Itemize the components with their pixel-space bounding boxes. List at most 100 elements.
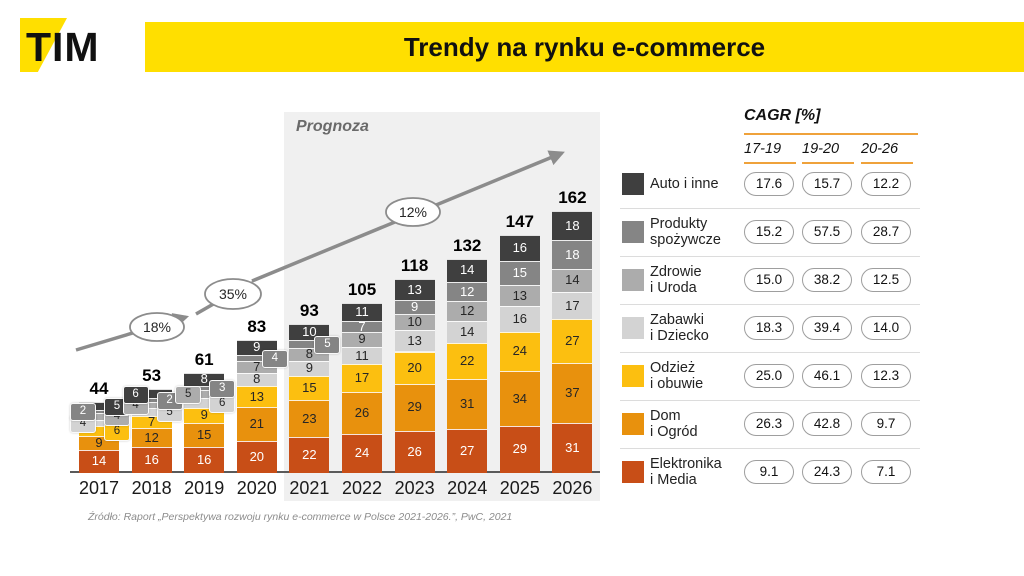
cagr-value-dom-i-ogr-d-17-19: 26.3 [744, 412, 794, 436]
legend-swatch-auto-i-inne [622, 173, 644, 195]
bar-total-2025: 147 [505, 211, 534, 231]
bar-segment-2020-produkty-spo-ywcze [236, 354, 277, 362]
bar-segment-2022-zdrowie-i-uroda: 9 [342, 331, 382, 347]
bar-segment-2023-zabawki-i-dziecko: 13 [394, 330, 435, 352]
bar-segment-2026-elektronika-i-media: 31 [552, 422, 593, 473]
bar-segment-2024-auto-i-inne: 14 [447, 259, 488, 282]
cagr-value-produkty-spo-ywcze-17-19: 15.2 [744, 220, 794, 244]
bar-segment-2018-dom-i-ogr-d: 12 [131, 427, 172, 448]
x-axis-line [70, 471, 600, 473]
bar-segment-2024-elektronika-i-media: 27 [447, 429, 488, 473]
cagr-column-20-26: 20-26 [861, 141, 899, 157]
legend-label-zabawki-i-dziecko: Zabawki i Dziecko [650, 312, 709, 344]
legend-swatch-zdrowie-i-uroda [622, 269, 644, 291]
cagr-column-17-19: 17-19 [744, 141, 782, 157]
bar-segment-2018-produkty-spo-ywcze [131, 398, 172, 402]
cagr-value-odzie-i-obuwie-19-20: 46.1 [802, 364, 852, 388]
bar-segment-2021-dom-i-ogr-d: 23 [289, 400, 330, 438]
tim-logo-text: TIM [26, 24, 100, 70]
bar-segment-2021-produkty-spo-ywcze [289, 340, 330, 349]
legend-row-zabawki-i-dziecko: Zabawki i Dziecko 18.3 39.4 14.0 [620, 304, 920, 353]
bar-segment-2025-dom-i-ogr-d: 34 [499, 370, 540, 427]
bar-segment-2018-elektronika-i-media: 16 [131, 447, 172, 473]
bar-segment-2020-zdrowie-i-uroda: 7 [236, 360, 277, 373]
legend-row-odzie-i-obuwie: Odzież i obuwie 25.0 46.1 12.3 [620, 352, 920, 401]
bar-segment-2025-zabawki-i-dziecko: 16 [499, 306, 540, 333]
bar-total-2018: 53 [142, 365, 162, 385]
bar-segment-2026-zdrowie-i-uroda: 14 [552, 268, 593, 292]
bar-segment-2018-zabawki-i-dziecko [131, 408, 172, 417]
legend-swatch-zabawki-i-dziecko [622, 317, 644, 339]
bar-segment-2019-zabawki-i-dziecko [184, 398, 225, 409]
bar-total-2019: 61 [194, 349, 214, 369]
bar-segment-2019-produkty-spo-ywcze [184, 385, 225, 391]
page-title: Trendy na rynku e-commerce [403, 32, 766, 62]
cagr-value-odzie-i-obuwie-17-19: 25.0 [744, 364, 794, 388]
legend-swatch-elektronika-i-media [622, 461, 644, 483]
bar-segment-2017-zabawki-i-dziecko [79, 419, 119, 426]
bar-segment-label-2019-zabawki-i-dziecko: 6 [209, 395, 236, 414]
legend-label-zdrowie-i-uroda: Zdrowie i Uroda [650, 264, 702, 296]
legend-label-produkty-spo-ywcze: Produkty spożywcze [650, 216, 721, 248]
bar-total-2021: 93 [299, 300, 319, 320]
bar-segment-2017-produkty-spo-ywcze [79, 409, 119, 414]
x-tick-2018: 2018 [131, 478, 172, 498]
bar-segment-2017-auto-i-inne [79, 401, 119, 410]
cagr-table-title: CAGR [%] [744, 107, 821, 124]
bar-segment-2020-elektronika-i-media: 20 [236, 440, 277, 473]
bar-segment-2021-odzie-i-obuwie: 15 [289, 375, 330, 401]
bar-segment-2023-odzie-i-obuwie: 20 [394, 351, 435, 384]
cagr-value-zdrowie-i-uroda-19-20: 38.2 [802, 268, 852, 292]
bar-segment-2025-produkty-spo-ywcze: 15 [499, 260, 540, 286]
bar-segment-2024-produkty-spo-ywcze: 12 [447, 281, 488, 302]
legend-row-zdrowie-i-uroda: Zdrowie i Uroda 15.0 38.2 12.5 [620, 256, 920, 305]
bar-segment-2023-auto-i-inne: 13 [394, 278, 435, 300]
bar-segment-label-2019-zdrowie-i-uroda: 5 [175, 386, 202, 405]
cagr-value-produkty-spo-ywcze-19-20: 57.5 [802, 220, 852, 244]
bar-segment-2023-zdrowie-i-uroda: 10 [394, 314, 435, 331]
bar-segment-label-2018-auto-i-inne: 6 [122, 385, 149, 404]
cagr-value-produkty-spo-ywcze-20-26: 28.7 [861, 220, 911, 244]
legend-row-produkty-spo-ywcze: Produkty spożywcze 15.2 57.5 28.7 [620, 208, 920, 257]
cagr-value-elektronika-i-media-17-19: 9.1 [744, 460, 794, 484]
bar-segment-2026-odzie-i-obuwie: 27 [552, 319, 593, 363]
bar-total-2020: 83 [247, 317, 267, 337]
bar-segment-2025-elektronika-i-media: 29 [499, 426, 540, 473]
cagr-value-dom-i-ogr-d-19-20: 42.8 [802, 412, 852, 436]
bar-segment-2026-auto-i-inne: 18 [552, 210, 593, 240]
cagr-value-elektronika-i-media-20-26: 7.1 [861, 460, 911, 484]
bar-segment-2022-produkty-spo-ywcze: 7 [342, 320, 382, 333]
bar-segment-label-2020-produkty-spo-ywcze: 4 [261, 349, 288, 368]
bar-segment-2020-dom-i-ogr-d: 21 [236, 406, 277, 441]
bar-segment-label-2019-produkty-spo-ywcze: 3 [209, 379, 236, 398]
bar-segment-2023-produkty-spo-ywcze: 9 [394, 299, 435, 315]
legend-row-elektronika-i-media: Elektronika i Media 9.1 24.3 7.1 [620, 448, 920, 496]
cagr-value-zdrowie-i-uroda-17-19: 15.0 [744, 268, 794, 292]
cagr-value-odzie-i-obuwie-20-26: 12.3 [861, 364, 911, 388]
x-tick-2025: 2025 [499, 478, 540, 498]
x-tick-2017: 2017 [78, 478, 120, 498]
bar-segment-2019-elektronika-i-media: 16 [184, 447, 225, 473]
bar-segment-2018-auto-i-inne [131, 388, 172, 399]
bar-segment-2025-odzie-i-obuwie: 24 [499, 332, 540, 371]
bar-total-2024: 132 [453, 236, 482, 256]
cagr-value-auto-i-inne-17-19: 17.6 [744, 172, 794, 196]
bar-segment-2026-zabawki-i-dziecko: 17 [552, 291, 593, 320]
x-tick-2019: 2019 [184, 478, 225, 498]
bar-segment-2020-odzie-i-obuwie: 13 [236, 385, 277, 407]
bar-segment-2026-dom-i-ogr-d: 37 [552, 362, 593, 423]
cagr-value-zabawki-i-dziecko-17-19: 18.3 [744, 316, 794, 340]
bar-segment-2024-dom-i-ogr-d: 31 [447, 379, 488, 430]
bar-segment-2022-auto-i-inne: 11 [342, 302, 382, 321]
bar-segment-2026-produkty-spo-ywcze: 18 [552, 239, 593, 269]
cagr-column-underline [861, 162, 913, 164]
x-tick-2026: 2026 [552, 478, 593, 498]
bar-segment-2018-odzie-i-obuwie: 7 [131, 415, 172, 428]
cagr-column-underline [802, 162, 854, 164]
legend-label-auto-i-inne: Auto i inne [650, 176, 719, 192]
bar-total-2022: 105 [347, 279, 377, 299]
x-tick-2022: 2022 [341, 478, 383, 498]
legend-swatch-produkty-spo-ywcze [622, 221, 644, 243]
bar-segment-2021-zabawki-i-dziecko: 9 [289, 361, 330, 376]
